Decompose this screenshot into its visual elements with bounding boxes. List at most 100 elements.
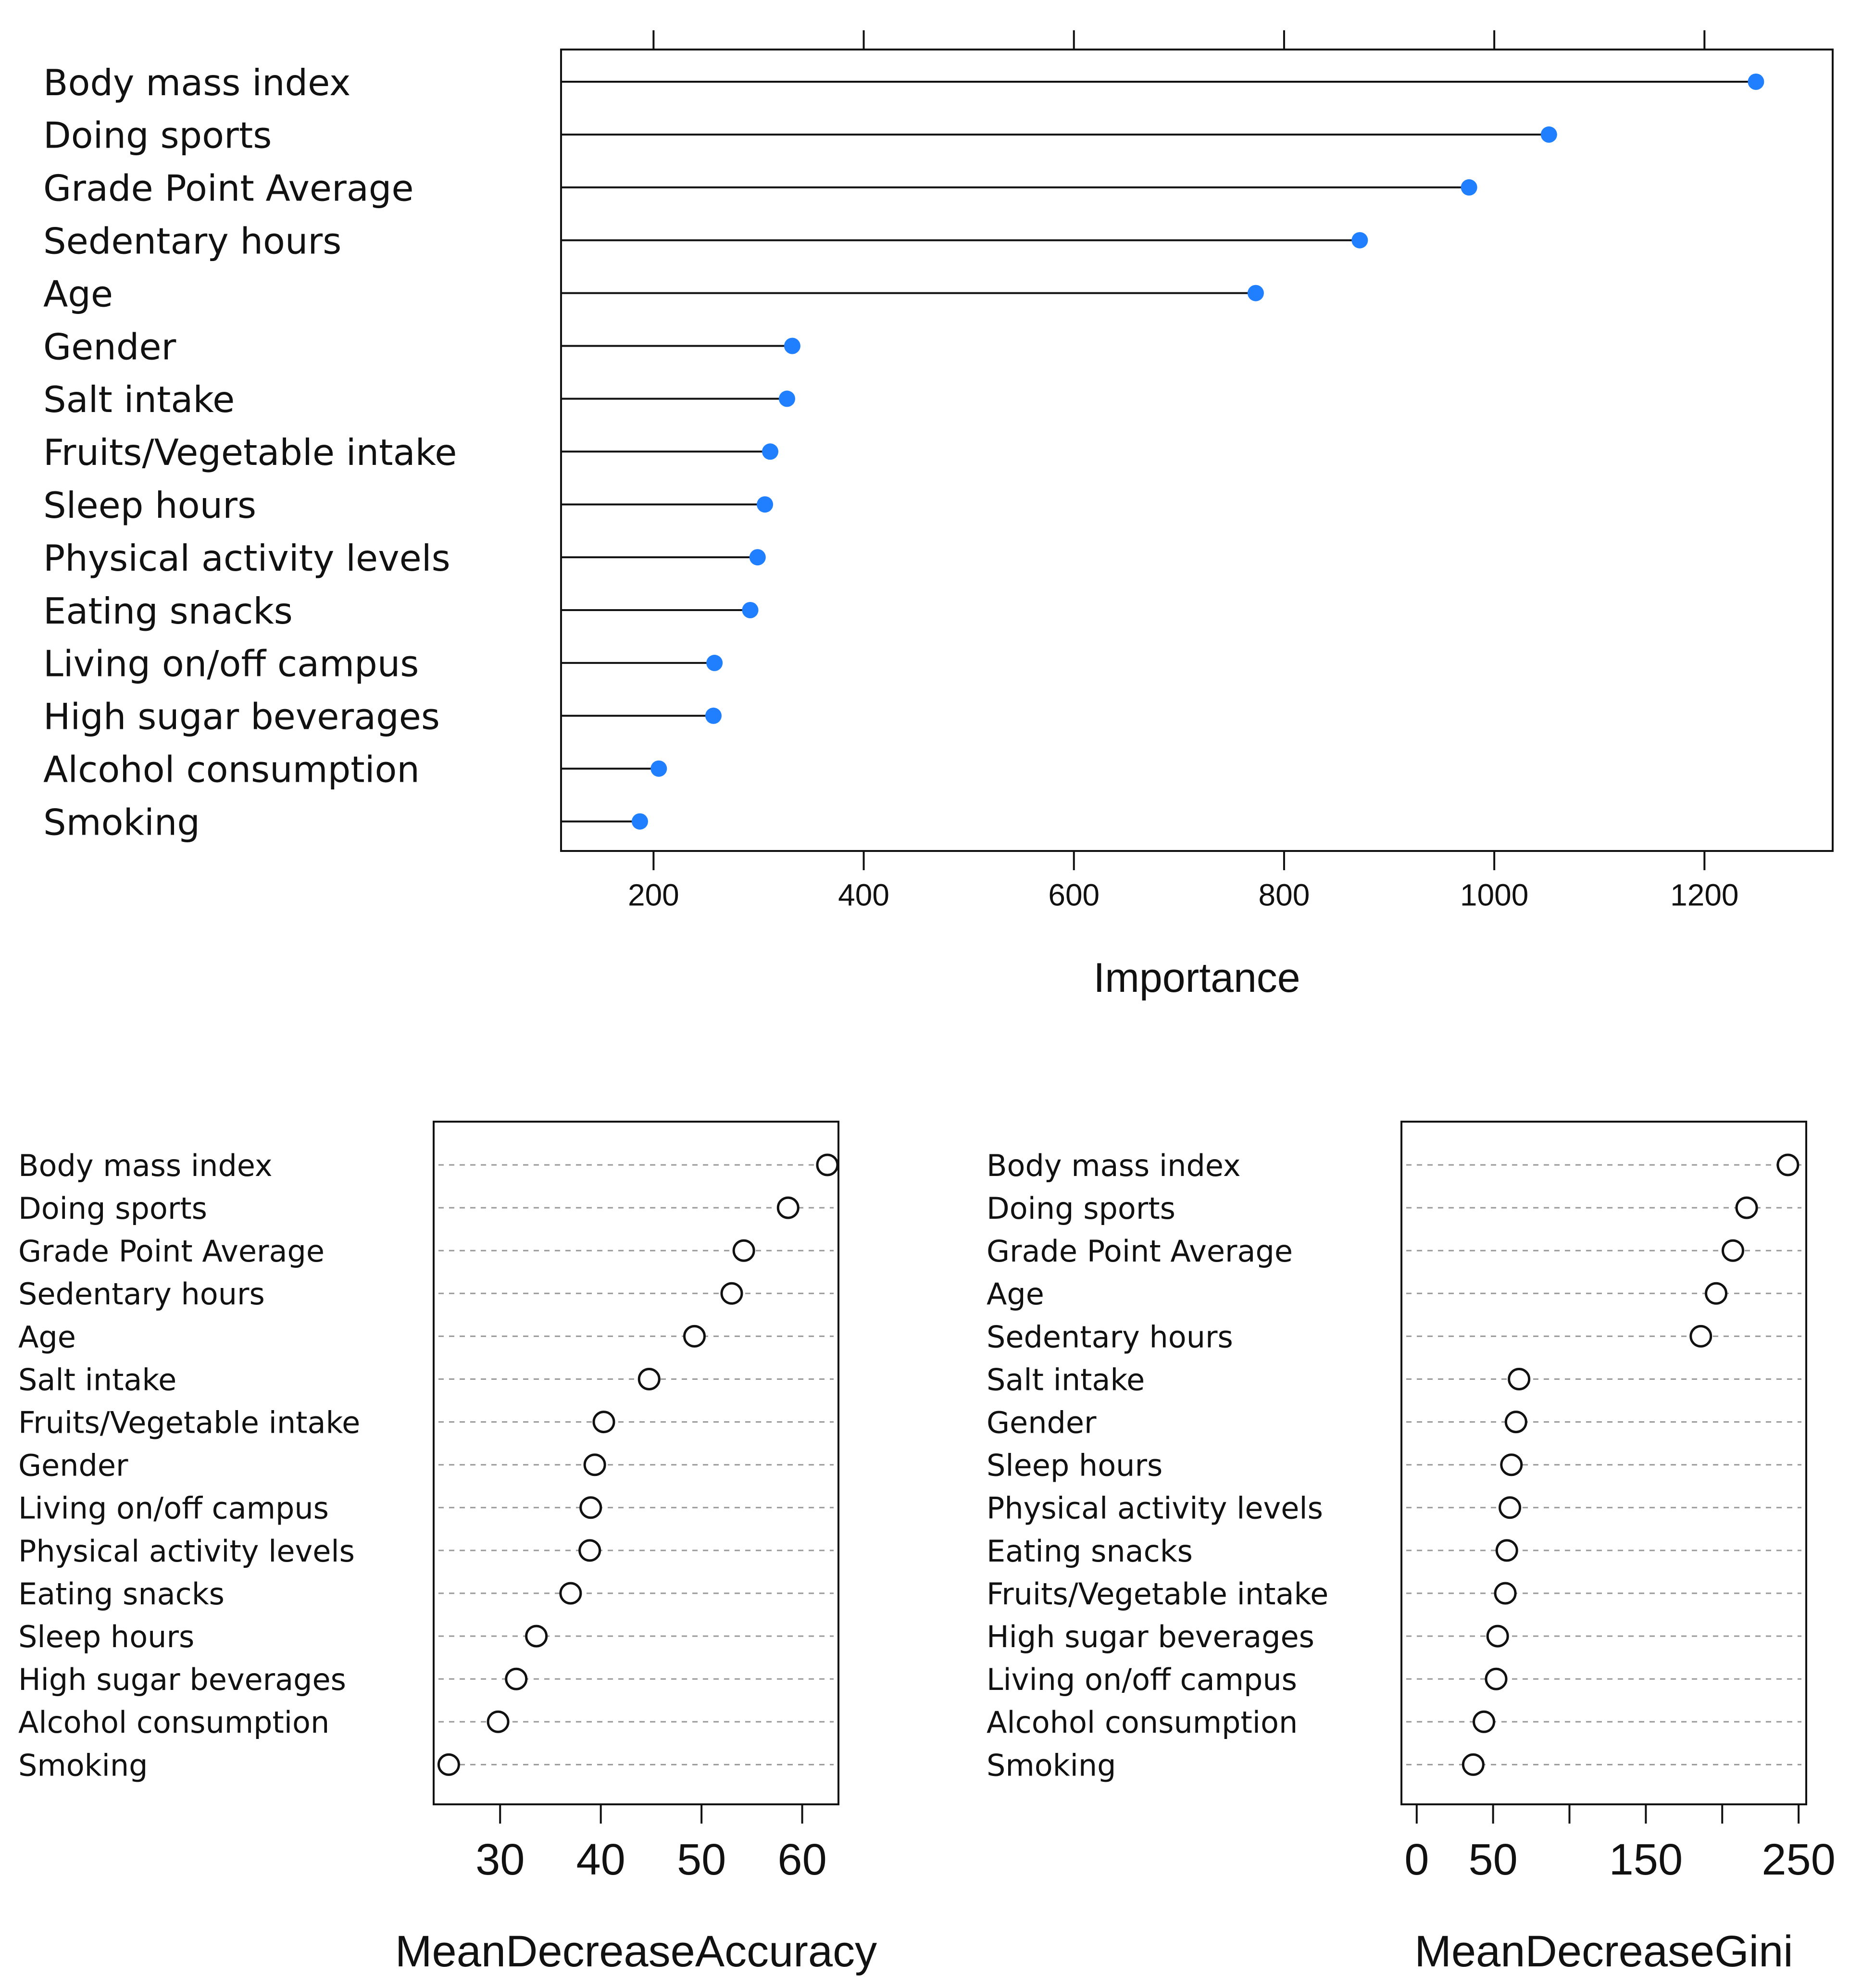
x-axis-title: MeanDecreaseAccuracy [395,1927,877,1976]
category-label: High sugar beverages [43,696,440,738]
category-label: Eating snacks [18,1576,225,1612]
x-tick-label: 250 [1762,1835,1836,1884]
category-label: High sugar beverages [18,1662,346,1697]
data-point [816,1153,839,1176]
category-label: Fruits/Vegetable intake [43,431,457,474]
data-point [1499,1496,1522,1519]
category-label: Fruits/Vegetable intake [987,1576,1328,1612]
category-label: Living on/off campus [987,1662,1297,1697]
data-point [705,707,722,724]
data-point [437,1753,460,1776]
category-label: High sugar beverages [987,1619,1314,1654]
x-axis-title: Importance [1093,955,1300,1001]
x-tick-label: 400 [838,878,889,913]
data-point [778,390,795,407]
data-point [579,1496,602,1519]
category-label: Smoking [18,1748,148,1783]
x-tick-label: 60 [777,1835,826,1884]
data-point [720,1282,743,1305]
x-tick-label: 50 [677,1835,726,1884]
mean-decrease-accuracy-chart: Body mass index Doing sports Grade Point A… [18,1121,877,1976]
data-point [1247,285,1264,301]
data-point [637,1368,661,1390]
category-label: Sedentary hours [987,1319,1233,1354]
data-point [1486,1625,1509,1648]
category-label: Age [987,1276,1044,1312]
data-point [1504,1411,1527,1434]
category-label: Eating snacks [43,590,293,632]
category-label: Doing sports [987,1191,1175,1226]
category-label: Eating snacks [987,1534,1193,1569]
data-point [706,654,723,671]
x-tick-label: 150 [1609,1835,1683,1884]
category-label: Physical activity levels [987,1491,1323,1526]
x-tick-label: 200 [628,878,679,913]
category-label: Sleep hours [43,484,256,526]
data-point [487,1710,510,1733]
data-point [578,1539,601,1562]
data-point [631,813,648,830]
data-point [732,1239,755,1262]
category-label: Salt intake [987,1362,1145,1397]
category-label: Salt intake [43,378,235,421]
data-point [650,760,667,777]
x-tick-label: 50 [1468,1835,1517,1884]
category-label: Alcohol consumption [987,1705,1298,1740]
data-point [1473,1710,1496,1733]
data-point [1776,1153,1800,1176]
data-point [1351,232,1368,249]
data-point [505,1667,528,1690]
data-point [1500,1453,1523,1476]
data-point [592,1411,615,1434]
importance-chart: Body mass index Doing sports Grade Point A… [43,30,1834,1001]
category-label: Sedentary hours [18,1276,265,1312]
category-label: Sleep hours [987,1448,1162,1483]
category-label: Alcohol consumption [43,748,420,790]
data-point [683,1325,706,1348]
data-point [1485,1667,1508,1690]
data-point [784,338,800,354]
data-point [1462,1753,1485,1776]
plot-frame [560,49,1834,852]
category-label: Fruits/Vegetable intake [18,1405,360,1440]
x-tick-label: 40 [576,1835,625,1884]
category-label: Body mass index [43,62,350,104]
x-tick-label: 800 [1259,878,1310,913]
category-label: Body mass index [987,1148,1241,1183]
x-tick-label: 1000 [1460,878,1528,913]
data-point [742,602,759,618]
category-label: Grade Point Average [987,1234,1293,1269]
category-label: Grade Point Average [18,1234,325,1269]
category-label: Alcohol consumption [18,1705,329,1740]
data-point [1495,1539,1518,1562]
category-label: Living on/off campus [43,643,419,685]
category-label: Age [18,1319,76,1354]
category-label: Grade Point Average [43,167,414,210]
data-point [1494,1582,1517,1605]
data-point [1508,1368,1531,1390]
data-point [762,443,779,460]
category-label: Physical activity levels [43,537,450,579]
data-point [525,1625,548,1648]
x-axis-title: MeanDecreaseGini [1414,1927,1793,1976]
x-tick-label: 30 [475,1835,525,1884]
x-tick-label: 1200 [1670,878,1738,913]
x-tick-label: 600 [1048,878,1100,913]
data-point [1721,1239,1744,1262]
category-label: Sedentary hours [43,220,341,262]
category-label: Gender [18,1448,128,1483]
category-label: Gender [987,1405,1097,1440]
category-label: Sleep hours [18,1619,194,1654]
data-point [776,1196,800,1219]
data-point [1735,1196,1758,1219]
data-point [749,549,766,566]
data-point [1461,179,1477,196]
data-point [1689,1325,1712,1348]
category-label: Smoking [43,801,200,843]
category-label: Gender [43,325,176,368]
category-label: Age [43,273,113,315]
data-point [1705,1282,1728,1305]
category-label: Doing sports [18,1191,207,1226]
data-point [1748,74,1764,90]
